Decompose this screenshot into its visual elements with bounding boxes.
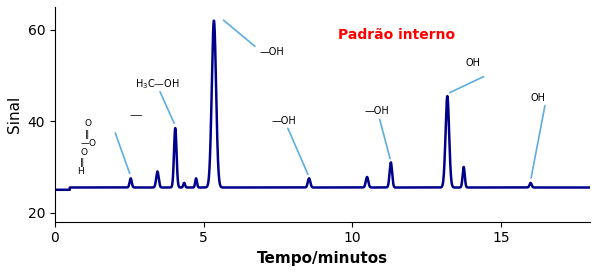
Text: O: O [85,119,91,128]
Text: OH: OH [531,93,546,103]
Text: ‖: ‖ [80,158,84,167]
Text: —OH: —OH [364,106,389,116]
Text: Padrão interno: Padrão interno [338,28,456,42]
Text: O: O [80,149,87,158]
X-axis label: Tempo/minutos: Tempo/minutos [257,251,388,266]
Text: H$_3$C—OH: H$_3$C—OH [135,77,180,91]
Text: OH: OH [465,58,480,68]
Text: —OH: —OH [272,115,297,126]
Text: —: — [129,109,141,122]
Text: H: H [77,167,84,176]
Text: ‖: ‖ [85,130,89,139]
Text: —O: —O [80,139,96,148]
Y-axis label: Sinal: Sinal [7,96,22,133]
Text: —OH: —OH [260,47,285,57]
